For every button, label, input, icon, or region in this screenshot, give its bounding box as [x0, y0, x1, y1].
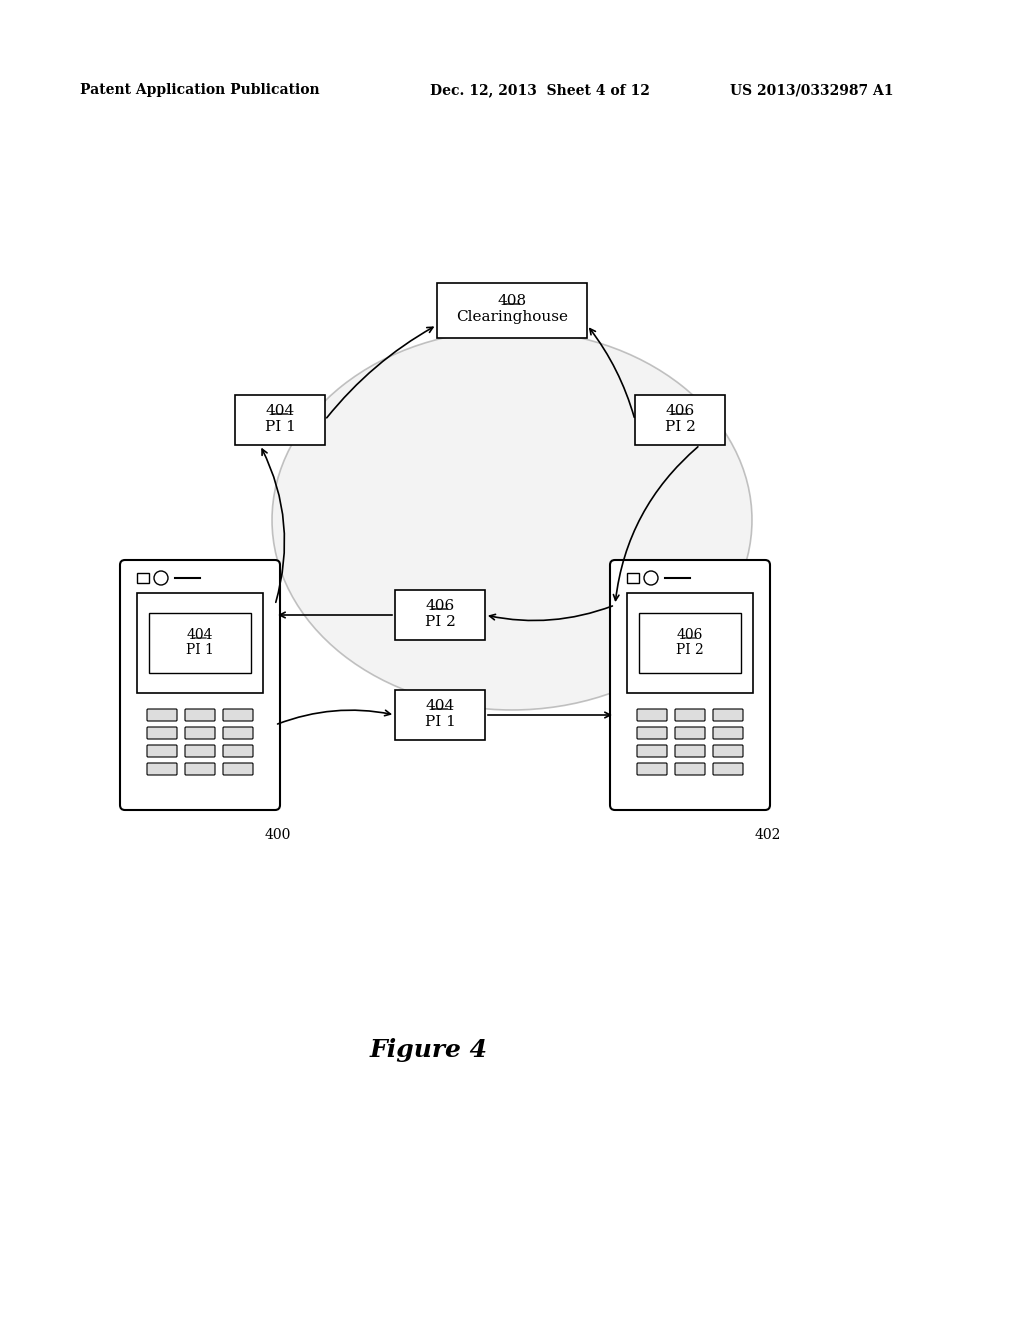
Text: Figure 4: Figure 4 — [370, 1038, 488, 1063]
Text: 404: 404 — [425, 700, 455, 713]
FancyBboxPatch shape — [713, 727, 743, 739]
Text: PI 1: PI 1 — [186, 643, 214, 657]
FancyBboxPatch shape — [147, 709, 177, 721]
Circle shape — [154, 572, 168, 585]
FancyBboxPatch shape — [713, 763, 743, 775]
FancyBboxPatch shape — [185, 744, 215, 756]
Text: PI 1: PI 1 — [264, 420, 296, 434]
FancyBboxPatch shape — [610, 560, 770, 810]
FancyBboxPatch shape — [185, 763, 215, 775]
FancyBboxPatch shape — [637, 727, 667, 739]
FancyBboxPatch shape — [637, 709, 667, 721]
Ellipse shape — [272, 330, 752, 710]
Circle shape — [644, 572, 658, 585]
FancyBboxPatch shape — [147, 727, 177, 739]
Text: US 2013/0332987 A1: US 2013/0332987 A1 — [730, 83, 894, 96]
FancyBboxPatch shape — [223, 709, 253, 721]
FancyBboxPatch shape — [185, 709, 215, 721]
Text: Clearinghouse: Clearinghouse — [456, 310, 568, 323]
FancyBboxPatch shape — [234, 395, 325, 445]
FancyBboxPatch shape — [635, 395, 725, 445]
FancyBboxPatch shape — [637, 763, 667, 775]
Bar — [150, 612, 251, 673]
FancyBboxPatch shape — [185, 727, 215, 739]
FancyBboxPatch shape — [147, 763, 177, 775]
FancyBboxPatch shape — [395, 690, 485, 741]
Text: 404: 404 — [186, 628, 213, 642]
Text: 400: 400 — [265, 828, 292, 842]
Text: 402: 402 — [755, 828, 781, 842]
Bar — [627, 593, 753, 693]
FancyBboxPatch shape — [223, 744, 253, 756]
FancyBboxPatch shape — [675, 709, 705, 721]
FancyBboxPatch shape — [395, 590, 485, 640]
FancyBboxPatch shape — [223, 763, 253, 775]
FancyBboxPatch shape — [675, 763, 705, 775]
FancyBboxPatch shape — [637, 744, 667, 756]
FancyBboxPatch shape — [713, 744, 743, 756]
Text: PI 2: PI 2 — [676, 643, 703, 657]
Text: PI 2: PI 2 — [425, 615, 456, 630]
FancyBboxPatch shape — [147, 744, 177, 756]
FancyBboxPatch shape — [675, 744, 705, 756]
FancyBboxPatch shape — [120, 560, 280, 810]
FancyBboxPatch shape — [713, 709, 743, 721]
Bar — [639, 612, 741, 673]
Text: 404: 404 — [265, 404, 295, 418]
FancyBboxPatch shape — [223, 727, 253, 739]
Bar — [137, 573, 150, 583]
Text: PI 1: PI 1 — [425, 715, 456, 729]
Bar — [627, 573, 639, 583]
Text: PI 2: PI 2 — [665, 420, 695, 434]
Text: 406: 406 — [666, 404, 694, 418]
Bar — [137, 593, 263, 693]
Text: 406: 406 — [425, 599, 455, 612]
FancyBboxPatch shape — [437, 282, 587, 338]
Text: 408: 408 — [498, 294, 526, 308]
FancyBboxPatch shape — [675, 727, 705, 739]
Text: Dec. 12, 2013  Sheet 4 of 12: Dec. 12, 2013 Sheet 4 of 12 — [430, 83, 650, 96]
Text: Patent Application Publication: Patent Application Publication — [80, 83, 319, 96]
Text: 406: 406 — [677, 628, 703, 642]
